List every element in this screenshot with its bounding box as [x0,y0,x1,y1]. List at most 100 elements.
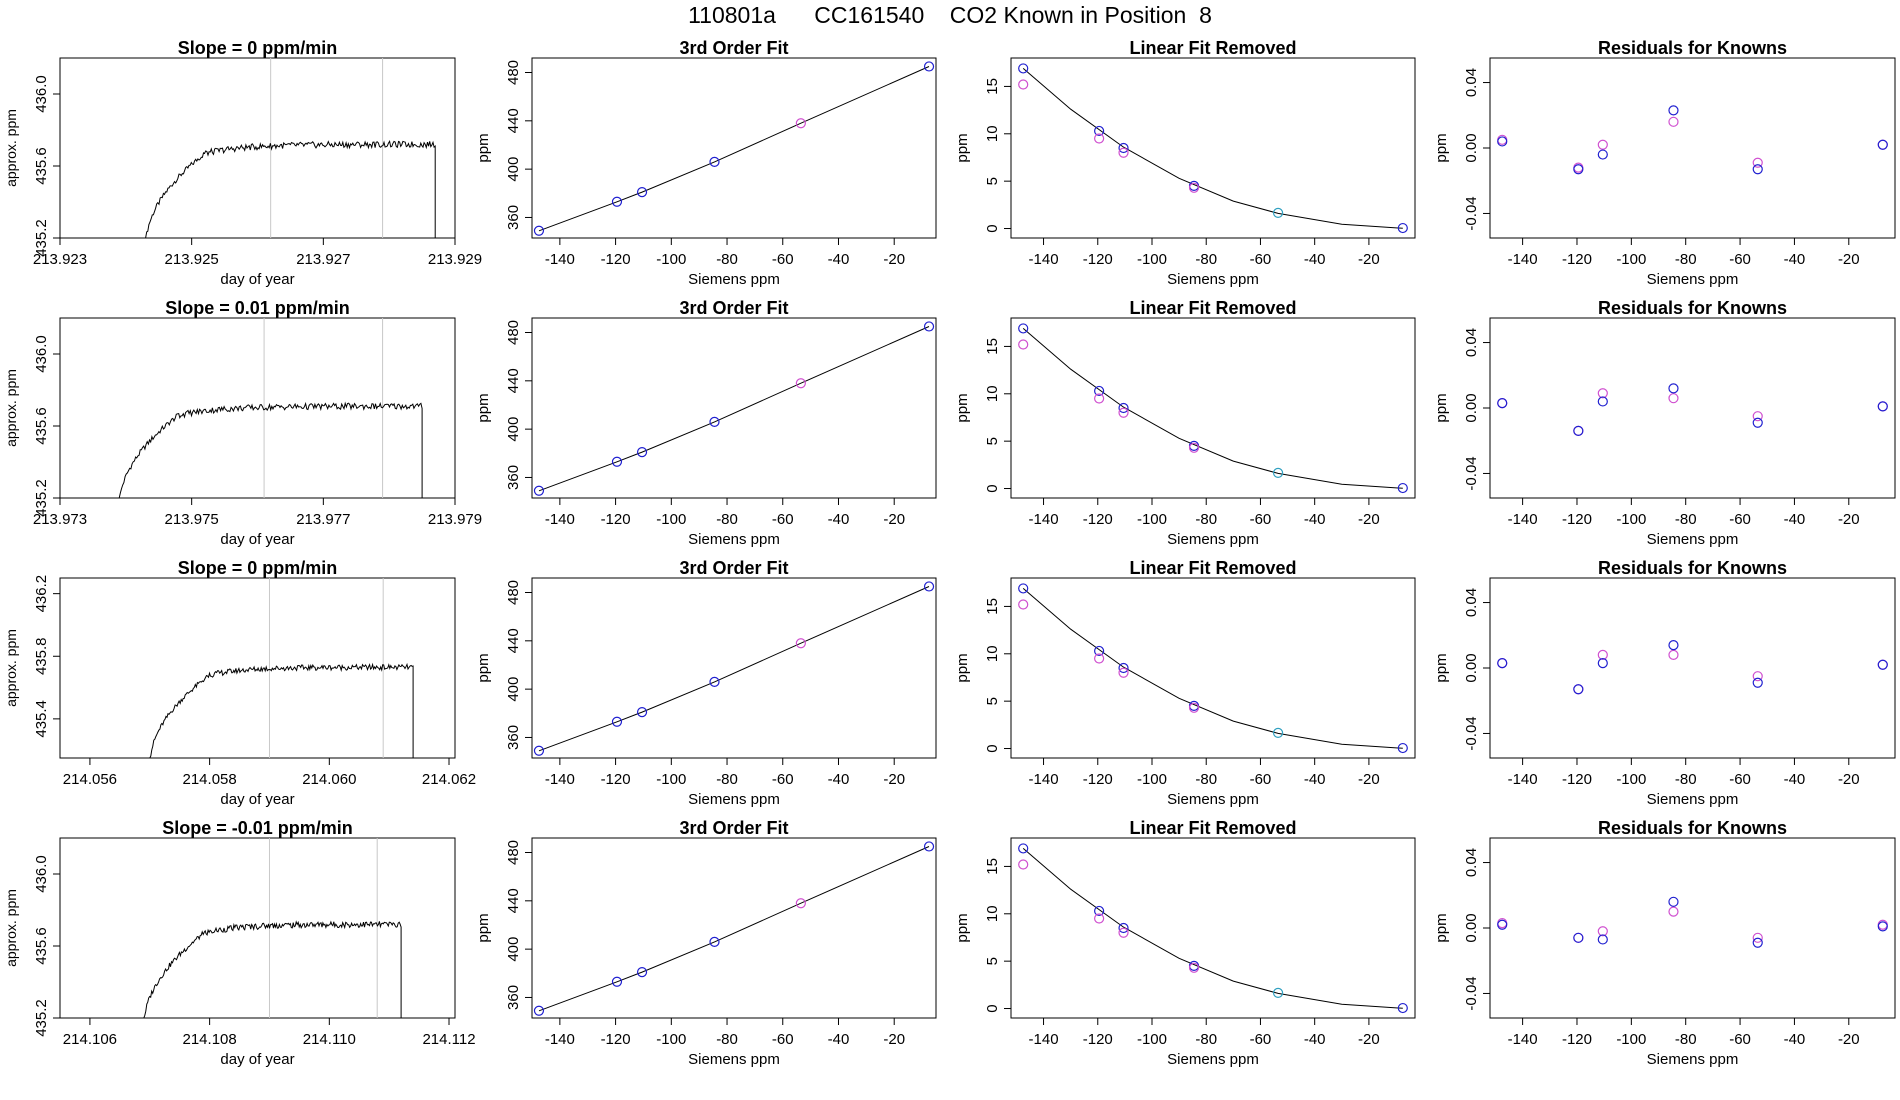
x-tick-label: -40 [1784,511,1806,528]
data-point [1188,962,1200,973]
x-tick-label: -20 [883,251,905,268]
y-axis-label: ppm [954,653,971,682]
x-tick-label: -100 [1137,771,1167,788]
x-tick-label: -40 [828,771,850,788]
y-axis-label: ppm [475,653,492,682]
x-tick-label: -100 [1616,251,1646,268]
x-tick-label: 213.973 [33,511,87,528]
x-axis-label: Siemens ppm [1647,791,1739,808]
data-point [1094,645,1105,657]
plot-frame [1010,317,1416,499]
y-tick-label: -0.04 [1463,716,1480,750]
residual-point [1597,926,1608,937]
x-tick-label: -80 [1675,251,1697,268]
y-tick-label: 400 [505,937,522,962]
x-tick-label: -140 [1029,251,1059,268]
data-point [1272,987,1284,998]
x-tick-label: -140 [1508,511,1538,528]
y-tick-label: 435.2 [33,479,50,517]
x-tick-label: -100 [1137,1031,1167,1048]
x-tick-label: -120 [1562,251,1592,268]
x-tick-label: -120 [601,511,631,528]
data-point [1094,125,1105,137]
y-axis-label: ppm [475,133,492,162]
fit-curve [1022,68,1403,229]
y-axis-label: approx. ppm [3,109,19,187]
x-tick-label: -40 [1784,251,1806,268]
y-tick-label: 360 [505,725,522,750]
y-tick-label: 440 [505,368,522,393]
data-point [533,745,545,756]
plot-frame [531,317,937,499]
residual-point [1597,934,1608,945]
data-point [611,976,623,987]
data-point [709,676,720,687]
x-tick-label: -80 [1675,511,1697,528]
x-tick-label: -60 [772,251,794,268]
x-tick-label: -20 [883,1031,905,1048]
y-tick-label: 440 [505,888,522,913]
x-tick-label: -140 [1029,771,1059,788]
y-tick-label: 10 [984,385,1001,402]
y-tick-label: 10 [984,645,1001,662]
x-tick-label: -120 [1083,511,1113,528]
y-tick-label: 15 [984,858,1001,875]
residual-point [1668,639,1679,651]
x-tick-label: -40 [828,251,850,268]
y-tick-label: 435.8 [33,637,50,675]
x-tick-label: -60 [772,511,794,528]
plot-frame [1010,57,1416,239]
residual-point [1497,136,1508,147]
y-tick-label: 10 [984,905,1001,922]
data-point [1272,207,1284,218]
y-tick-label: 440 [505,108,522,133]
x-tick-label: 213.977 [296,511,350,528]
x-tick-label: -140 [1508,771,1538,788]
data-point [611,456,623,467]
x-tick-label: -20 [1838,511,1860,528]
data-point [611,716,623,727]
x-tick-label: -120 [1562,771,1592,788]
panel-title: Linear Fit Removed [1129,818,1296,838]
data-point [709,416,720,427]
y-tick-label: 10 [984,125,1001,142]
residual-point [1573,932,1584,943]
x-tick-label: -20 [883,511,905,528]
x-tick-label: -140 [545,1031,575,1048]
data-point [1272,467,1284,478]
x-tick-label: -140 [1508,251,1538,268]
panel-title: 3rd Order Fit [679,298,788,318]
plot-frame [59,57,456,239]
x-tick-label: 214.056 [63,771,117,788]
x-tick-label: -140 [1508,1031,1538,1048]
data-point [709,936,720,947]
residual-point [1668,393,1679,404]
x-tick-label: -20 [1358,511,1380,528]
x-tick-label: -120 [601,1031,631,1048]
data-point [923,841,935,852]
y-tick-label: -0.04 [1463,976,1480,1010]
data-point [611,196,623,207]
data-point [709,156,720,167]
x-tick-label: -100 [1616,1031,1646,1048]
x-tick-label: -140 [545,771,575,788]
residual-point [1573,425,1584,437]
x-tick-label: -140 [1029,1031,1059,1048]
data-point [636,446,648,458]
y-tick-label: 0.04 [1463,68,1480,97]
panel-title: Slope = -0.01 ppm/min [162,818,353,838]
data-point [1118,662,1129,674]
panel-title: 3rd Order Fit [679,558,788,578]
data-point [1094,385,1105,397]
fit-curve [1022,588,1403,749]
x-tick-label: -60 [1729,1031,1751,1048]
x-tick-label: -20 [1838,771,1860,788]
residual-point [1877,921,1888,932]
y-tick-label: -0.04 [1463,456,1480,490]
y-tick-label: 360 [505,985,522,1010]
ppm-trace [118,401,423,499]
x-tick-label: -80 [1195,1031,1217,1048]
residual-point [1752,417,1763,428]
fit-curve [538,846,930,1012]
y-tick-label: 0.04 [1463,588,1480,617]
